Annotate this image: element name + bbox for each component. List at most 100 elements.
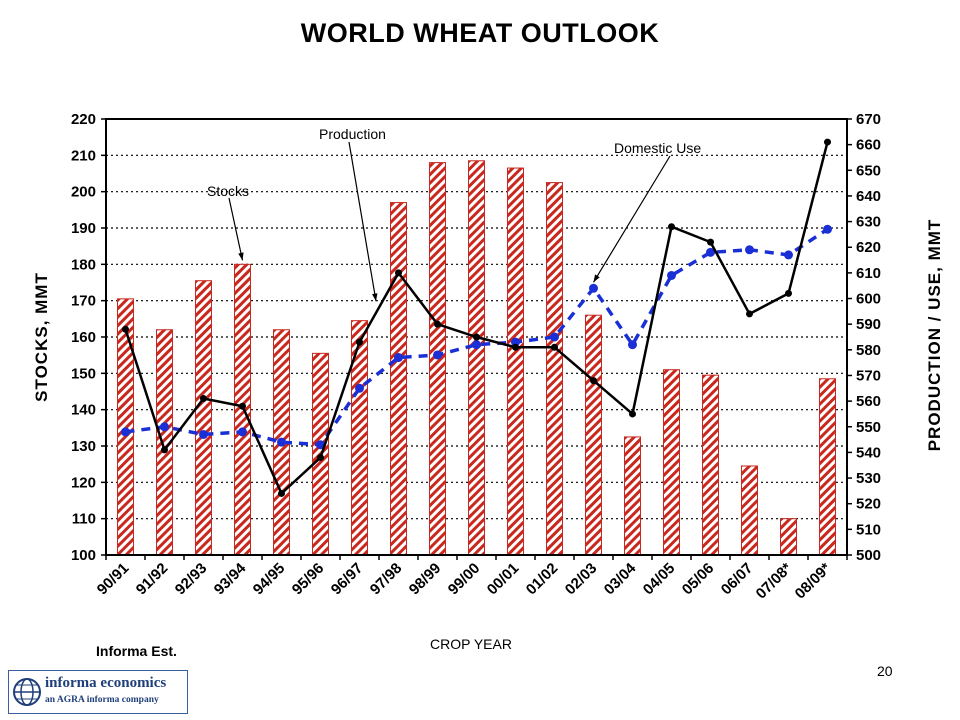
chart-title: WORLD WHEAT OUTLOOK: [300, 18, 660, 48]
x-tick-label: 02/03: [562, 560, 601, 599]
page-number: 20: [877, 663, 893, 679]
domestic-use-point: [355, 383, 364, 393]
right-tick-label: 580: [856, 342, 881, 359]
production-point: [239, 402, 246, 410]
domestic-use-point: [277, 437, 286, 447]
right-tick-label: 640: [856, 188, 881, 205]
informa-economics-logo: informa economics an AGRA informa compan…: [8, 670, 188, 714]
domestic-use-point: [745, 245, 754, 255]
domestic-use-point: [784, 250, 793, 260]
production-point: [551, 343, 558, 351]
domestic-use-point: [394, 353, 403, 363]
left-tick-label: 100: [71, 547, 96, 564]
domestic-use-point: [823, 224, 832, 234]
production-point: [278, 489, 285, 497]
domestic-use-point: [706, 247, 715, 257]
stocks-bar: [390, 202, 407, 556]
x-axis-ticks: 90/91 91/92 92/93 93/94 94/95 95/96 96/97 97/98…: [94, 555, 848, 603]
annotation-domestic-use-arrow: [592, 155, 671, 283]
x-tick-label: 06/07: [718, 560, 757, 599]
left-tick-label: 150: [71, 365, 96, 382]
annotation-production-arrow-head: [372, 293, 378, 302]
x-tick-label: 93/94: [211, 559, 250, 598]
production-point: [473, 333, 480, 341]
domestic-use-point: [472, 340, 481, 350]
stocks-bar: [546, 182, 563, 556]
left-axis-ticks: 100 110 120 130 140 150 160 170 180 190 200 210 220: [71, 111, 106, 564]
annotation-domestic-use: Domestic Use: [614, 140, 701, 156]
annotations: Stocks Production Domestic Use: [207, 126, 701, 302]
x-axis-title: CROP YEAR: [430, 636, 512, 652]
left-tick-label: 130: [71, 438, 96, 455]
stocks-bar: [702, 374, 719, 556]
right-tick-label: 590: [856, 316, 881, 333]
annotation-stocks: Stocks: [207, 183, 249, 199]
source-note: Informa Est.: [96, 643, 177, 659]
right-axis-ticks: 500 510 520 530 540 550 560 570 580 590 600 610 620 6…: [847, 111, 881, 564]
right-tick-label: 510: [856, 521, 881, 538]
x-tick-label: 07/08*: [753, 560, 796, 603]
left-tick-label: 120: [71, 474, 96, 491]
production-point: [200, 395, 207, 403]
domestic-use-point: [316, 440, 325, 450]
production-point: [746, 310, 753, 318]
domestic-use-point: [550, 332, 559, 342]
stocks-bar: [507, 167, 524, 556]
right-tick-label: 620: [856, 239, 881, 256]
stocks-bar: [819, 378, 836, 556]
production-point: [707, 238, 714, 246]
stocks-bar: [741, 465, 758, 556]
right-tick-label: 610: [856, 265, 881, 282]
production-point: [824, 138, 831, 146]
x-tick-label: 05/06: [679, 560, 718, 599]
domestic-use-line: [121, 224, 832, 450]
x-tick-label: 94/95: [250, 560, 289, 599]
x-tick-label: 90/91: [94, 560, 133, 599]
x-tick-label: 03/04: [601, 559, 640, 598]
production-point: [161, 446, 168, 454]
x-tick-label: 96/97: [328, 560, 367, 599]
x-tick-label: 97/98: [367, 560, 406, 599]
right-tick-label: 530: [856, 470, 881, 487]
left-tick-label: 220: [71, 111, 96, 128]
x-tick-label: 99/00: [445, 560, 484, 599]
right-tick-label: 670: [856, 111, 881, 128]
right-tick-label: 500: [856, 547, 881, 564]
stocks-bars: [117, 160, 836, 556]
left-tick-label: 200: [71, 184, 96, 201]
right-tick-label: 650: [856, 162, 881, 179]
production-point: [512, 343, 519, 351]
x-tick-label: 08/09*: [792, 560, 835, 603]
stocks-bar: [468, 160, 485, 556]
y-axis-title-left: STOCKS, MMT: [32, 272, 51, 402]
production-point: [590, 377, 597, 385]
production-point: [668, 223, 675, 231]
annotation-stocks-arrow: [228, 197, 244, 261]
right-tick-label: 660: [856, 137, 881, 154]
left-tick-label: 160: [71, 329, 96, 346]
annotation-stocks-arrow-head: [238, 252, 244, 261]
left-tick-label: 190: [71, 220, 96, 237]
stocks-bar: [585, 314, 602, 556]
left-tick-label: 110: [72, 511, 96, 528]
logo-tagline: an AGRA informa company: [45, 695, 159, 705]
x-tick-label: 01/02: [523, 560, 562, 599]
stocks-bar: [195, 280, 212, 556]
domestic-use-point: [667, 270, 676, 280]
domestic-use-point: [628, 340, 637, 350]
right-tick-label: 540: [856, 444, 881, 461]
x-tick-label: 98/99: [406, 560, 445, 599]
production-point: [434, 320, 441, 328]
x-tick-label: 04/05: [640, 560, 679, 599]
domestic-use-point: [511, 337, 520, 347]
production-point: [629, 410, 636, 418]
domestic-use-point: [199, 429, 208, 439]
domestic-use-point: [121, 427, 130, 437]
x-tick-label: 91/92: [133, 560, 172, 599]
production-point: [317, 454, 324, 462]
annotation-domestic-use-arrow-head: [593, 274, 600, 283]
globe-icon: [13, 678, 41, 706]
right-tick-label: 560: [856, 393, 881, 410]
domestic-use-point: [238, 427, 247, 437]
